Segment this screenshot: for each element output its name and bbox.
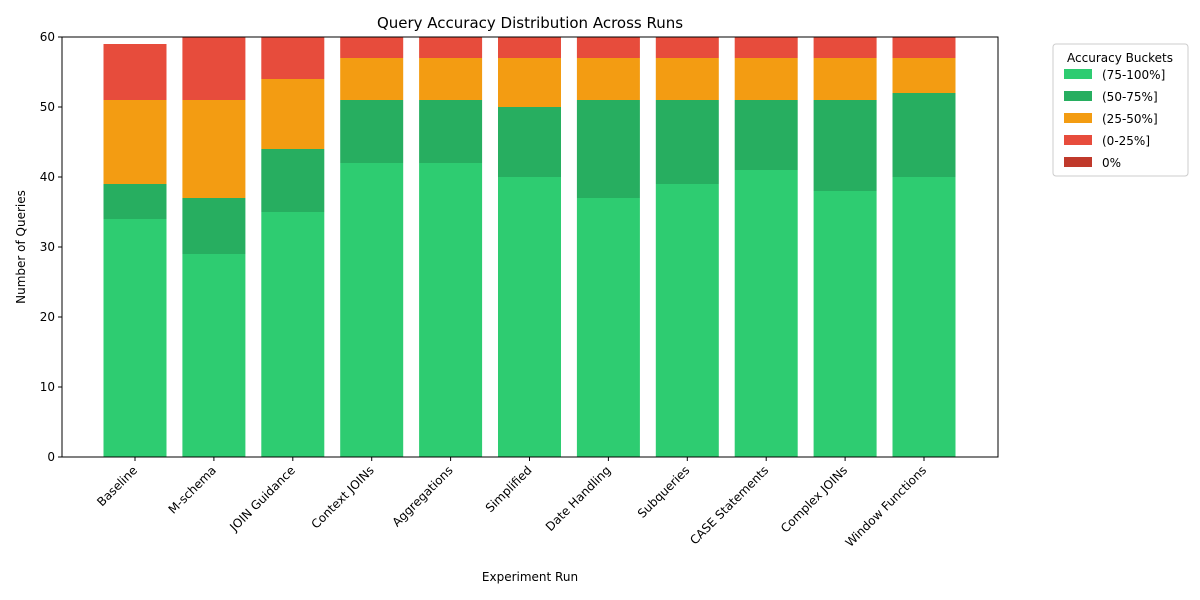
bar-segment [498, 37, 561, 58]
chart-title: Query Accuracy Distribution Across Runs [377, 14, 683, 32]
bar-segment [734, 58, 798, 100]
legend-label: (75-100%] [1102, 68, 1165, 82]
bar-segment [419, 163, 483, 457]
bar-segment [892, 37, 956, 58]
legend-swatch [1064, 157, 1092, 167]
bar-segment [103, 44, 167, 100]
x-tick-label: Context JOINs [309, 463, 377, 531]
y-axis-title: Number of Queries [14, 190, 28, 304]
bar-segment [498, 177, 561, 457]
y-tick-label: 10 [40, 380, 55, 394]
bar-segment [340, 37, 404, 58]
y-tick-label: 30 [40, 240, 55, 254]
bar-segment [182, 100, 246, 198]
bar-segment [340, 100, 404, 163]
bar-segment [182, 198, 246, 254]
bar-segment [892, 58, 956, 93]
bar-segment [576, 37, 640, 58]
bar-segment [892, 177, 956, 457]
bar-segment [892, 93, 956, 177]
y-tick-label: 20 [40, 310, 55, 324]
bar-segment [498, 107, 561, 177]
y-tick-label: 40 [40, 170, 55, 184]
y-axis: 0 10 20 30 40 50 60 [40, 30, 62, 464]
bar-segment [261, 79, 325, 149]
x-tick-label: JOIN Guidance [226, 463, 297, 534]
bar-segment [576, 100, 640, 198]
bar-segment [419, 100, 483, 163]
bar-segment [734, 37, 798, 58]
x-tick-label: M-schema [166, 463, 219, 516]
x-tick-label: Baseline [94, 463, 140, 509]
bar-segment [182, 254, 246, 457]
bar-segment [103, 219, 167, 457]
bar-segment [576, 58, 640, 100]
x-tick-label: Aggregations [389, 463, 455, 529]
legend-swatch [1064, 135, 1092, 145]
y-tick-label: 0 [47, 450, 55, 464]
x-tick-label: Date Handling [543, 463, 614, 534]
legend-swatch [1064, 91, 1092, 101]
bar-segment [182, 37, 246, 100]
legend-title: Accuracy Buckets [1067, 51, 1173, 65]
legend-items: (75-100%] (50-75%] (25-50%] (0-25%] 0% [1064, 68, 1165, 170]
bar-segment [419, 58, 483, 100]
y-tick-label: 60 [40, 30, 55, 44]
x-tick-label: Complex JOINs [778, 463, 850, 535]
x-tick-label: Subqueries [635, 463, 693, 521]
x-tick-label: Simplified [483, 463, 535, 515]
x-tick-label: Window Functions [843, 463, 930, 550]
bar-segment [261, 212, 325, 457]
bar-segment [813, 191, 877, 457]
y-tick-label: 50 [40, 100, 55, 114]
bar-segment [340, 58, 404, 100]
bar-segment [261, 37, 325, 79]
bar-segment [261, 149, 325, 212]
bar-segment [419, 37, 483, 58]
bar-segment [498, 58, 561, 107]
bar-segment [734, 170, 798, 457]
bar-segment [340, 163, 404, 457]
bar-segment [655, 184, 719, 457]
legend-label: (50-75%] [1102, 90, 1158, 104]
x-tick-label: CASE Statements [687, 463, 771, 547]
bar-segment [813, 58, 877, 100]
bar-segment [813, 37, 877, 58]
legend-swatch [1064, 113, 1092, 123]
legend-swatch [1064, 69, 1092, 79]
bar-segment [813, 100, 877, 191]
legend-label: 0% [1102, 156, 1121, 170]
bar-segment [103, 100, 167, 184]
bar-segment [655, 58, 719, 100]
x-axis-title: Experiment Run [482, 570, 578, 584]
legend-label: (0-25%] [1102, 134, 1150, 148]
x-axis: Baseline M-schema JOIN Guidance Context JOI… [94, 457, 929, 550]
bars-layer [103, 37, 956, 457]
bar-segment [576, 198, 640, 457]
bar-segment [734, 100, 798, 170]
legend: Accuracy Buckets (75-100%] (50-75%] (25-50… [1052, 43, 1189, 177]
legend-label: (25-50%] [1102, 112, 1158, 126]
bar-segment [103, 184, 167, 219]
bar-segment [655, 100, 719, 184]
bar-segment [655, 37, 719, 58]
